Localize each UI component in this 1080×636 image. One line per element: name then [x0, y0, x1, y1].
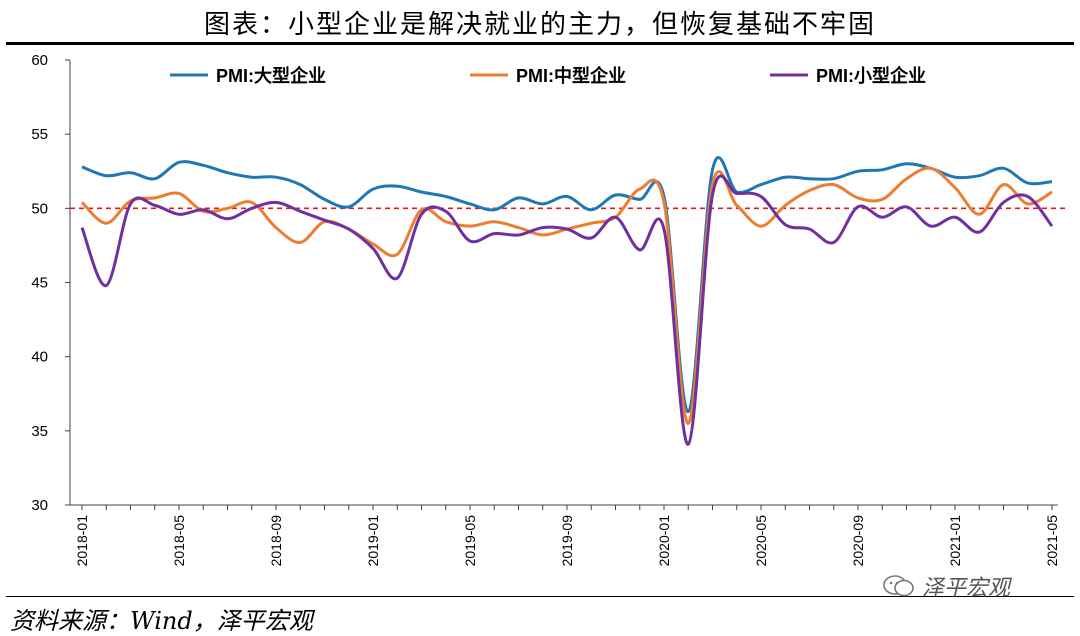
x-tick-label: 2020-09: [850, 515, 866, 567]
legend: PMI:大型企业 PMI:中型企业 PMI:小型企业: [170, 65, 926, 86]
watermark: 泽平宏观: [882, 570, 1010, 602]
wechat-icon: [883, 575, 914, 597]
source-note: 资料来源：Wind，泽平宏观: [10, 607, 313, 635]
title-rule: [6, 42, 1074, 45]
legend-label: PMI:中型企业: [516, 65, 626, 86]
x-tick-label: 2019-05: [462, 515, 478, 567]
series-line-1: [81, 156, 1053, 414]
x-tick-label: 2020-05: [753, 515, 769, 567]
x-tick-label: 2020-01: [656, 515, 672, 567]
y-tick-label: 50: [31, 200, 48, 217]
series-line-2: [80, 166, 1053, 425]
x-tick-label: 2018-09: [268, 515, 284, 567]
x-tick-label: 2019-01: [365, 515, 381, 567]
y-tick-label: 60: [31, 52, 48, 69]
y-tick-label: 55: [31, 126, 48, 143]
x-tick-label: 2019-09: [559, 515, 575, 567]
x-tick-label: 2018-01: [74, 515, 90, 567]
legend-label: PMI:小型企业: [816, 65, 926, 86]
series-layer: [70, 156, 1068, 446]
x-tick-label: 2021-05: [1044, 515, 1060, 567]
legend-label: PMI:大型企业: [216, 65, 326, 86]
page-title: 图表：小型企业是解决就业的主力，但恢复基础不牢固: [203, 10, 876, 40]
footer-rule: [6, 596, 1074, 597]
x-tick-label: 2021-01: [947, 515, 963, 567]
series-line-3: [80, 174, 1054, 446]
axes-layer: 30 35 40 45 50 55 60 2018-01 2018-05 2018-09 2019-…: [31, 52, 1060, 566]
watermark-text: 泽平宏观: [922, 576, 1011, 601]
y-tick-label: 45: [31, 275, 48, 292]
y-tick-label: 35: [31, 423, 48, 440]
y-tick-label: 30: [31, 497, 48, 514]
y-tick-label: 40: [31, 349, 48, 366]
x-tick-label: 2018-05: [171, 515, 187, 567]
pmi-line-chart: 30 35 40 45 50 55 60 2018-01 2018-05 2018-09 2019-…: [31, 52, 1068, 566]
